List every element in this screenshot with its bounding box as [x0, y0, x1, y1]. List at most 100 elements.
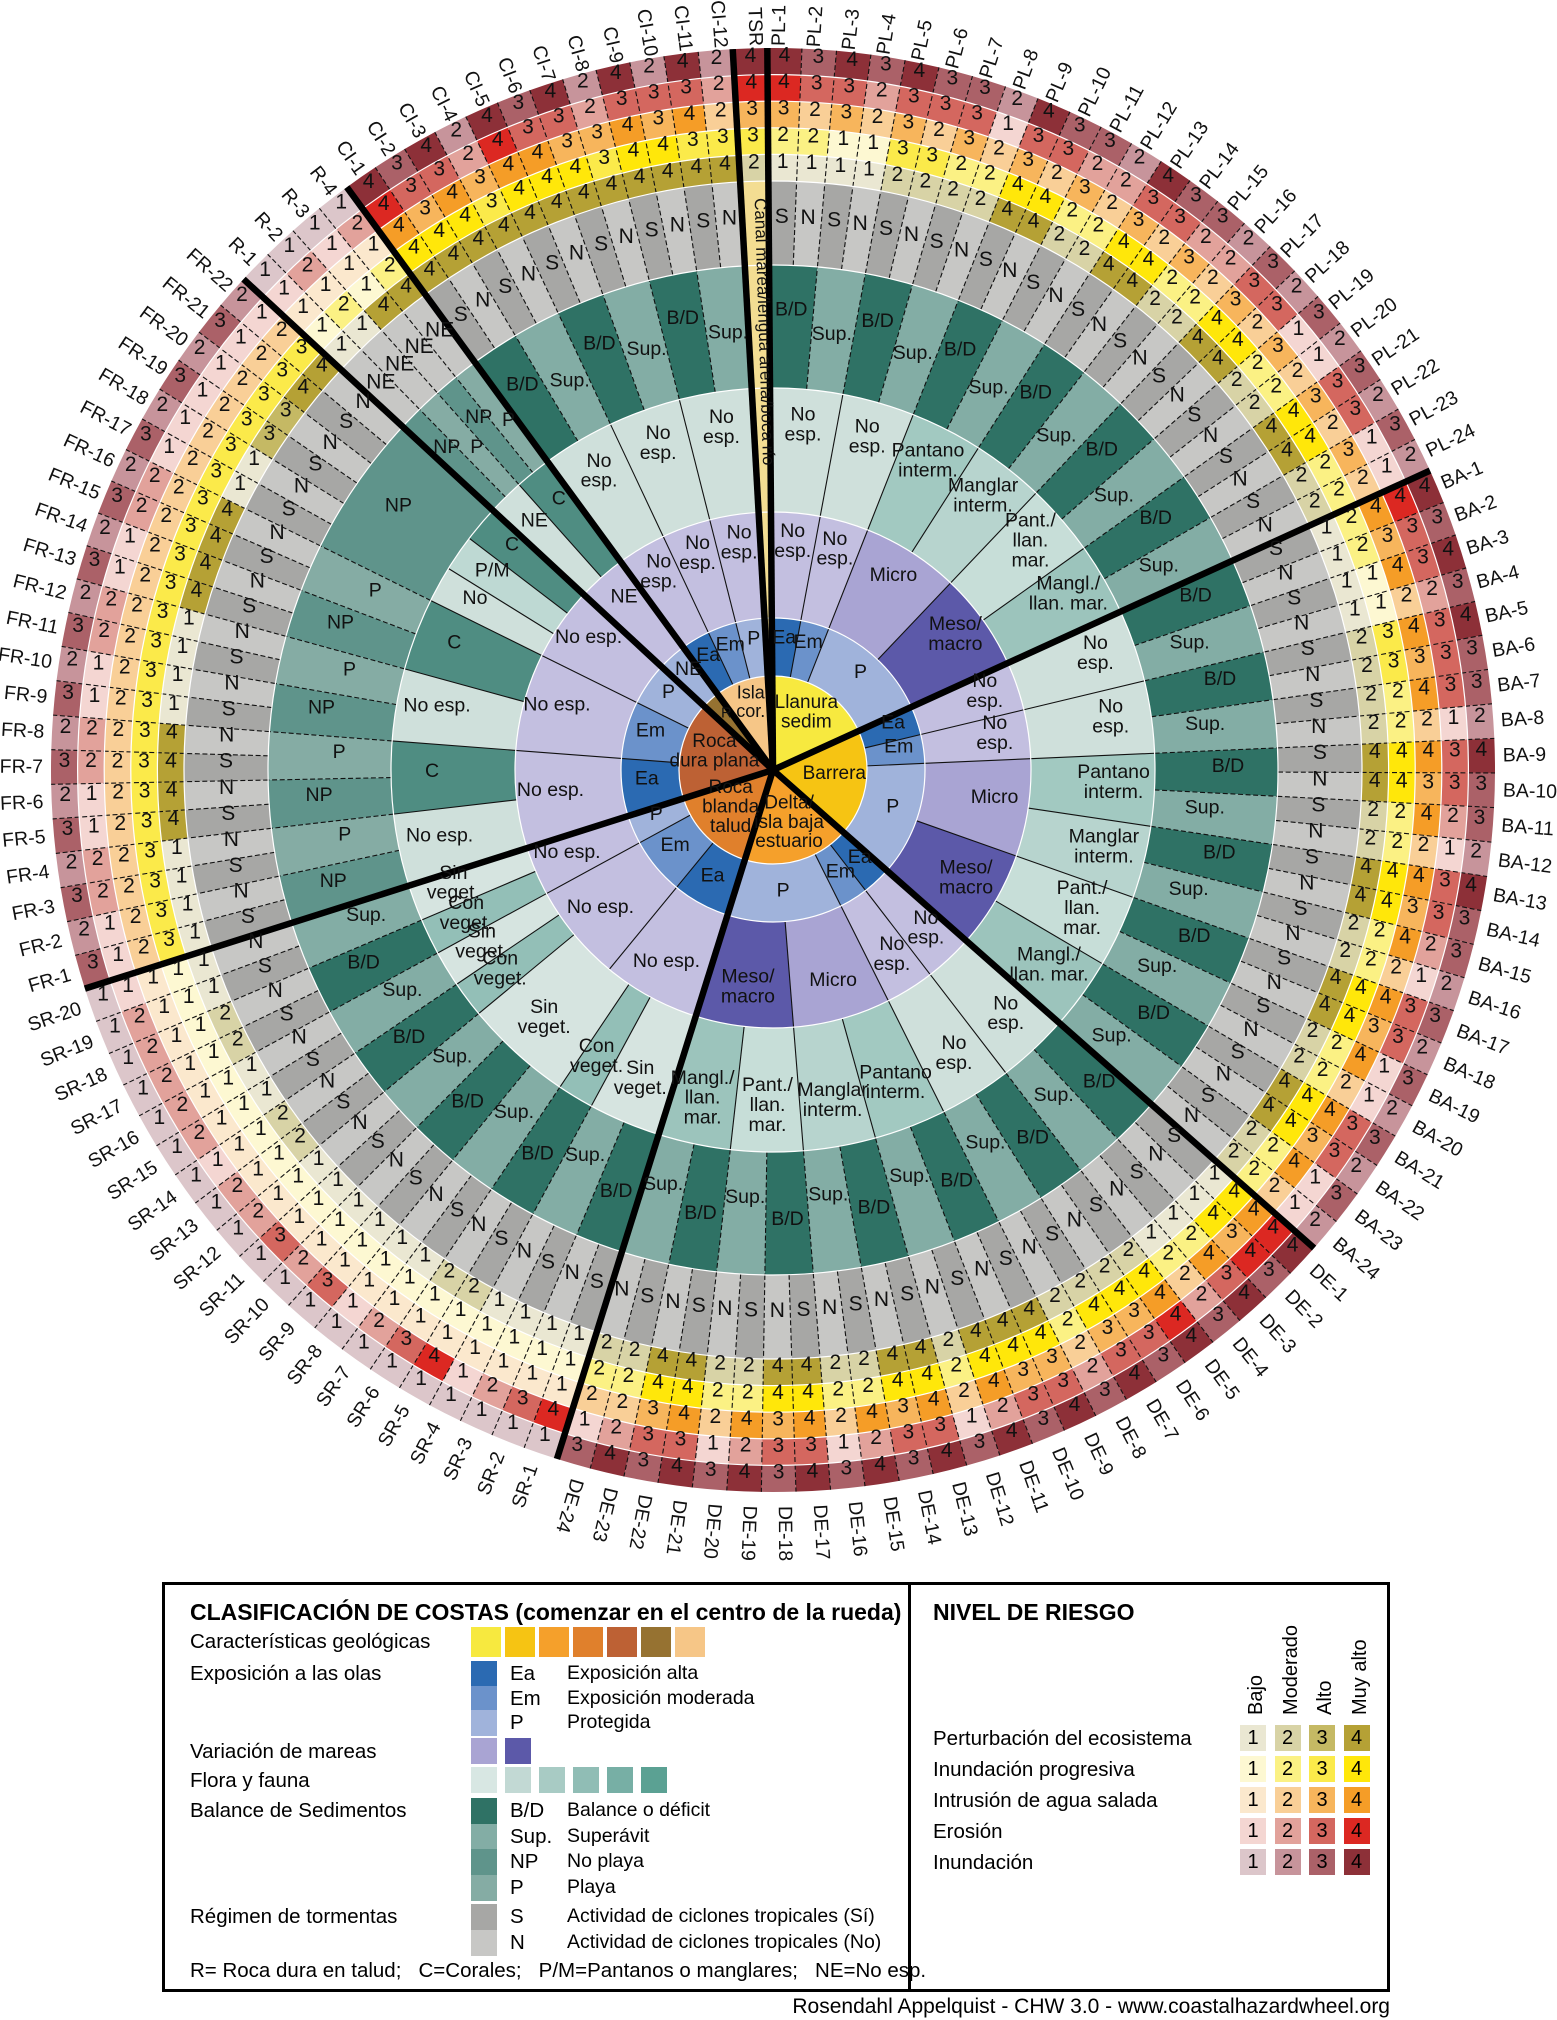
- storm-cell-CI-3: [472, 249, 537, 336]
- hazard-value-PL-13-prog: 4: [1118, 230, 1130, 253]
- code-label-BA-4: BA-4: [1474, 561, 1522, 593]
- hazard-value-FR-16-prog: 3: [197, 486, 209, 509]
- tide-divider-DE-3: [784, 921, 795, 1028]
- spoke-line-BA-17: [1248, 937, 1454, 1012]
- hazard-value-PL-6-eros: 3: [940, 92, 952, 115]
- hazard-value-PL-4-eco: 1: [863, 158, 875, 181]
- hazard-value-FR-22-eco: 4: [316, 353, 328, 376]
- flora-cell-DE-5: [658, 1016, 745, 1150]
- hazard-cell-PL-1-inund: [767, 47, 802, 76]
- code-label-SR-4: SR-4: [406, 1418, 446, 1468]
- hazard-cell-CI-5-intr: [488, 151, 528, 189]
- hazard-value-PL-24-inund: 2: [1405, 443, 1417, 466]
- spoke-line-SR-6: [399, 1201, 513, 1389]
- hazard-value-FR-9-eros: 1: [89, 684, 101, 707]
- tide-label-BA-2: Micro: [971, 786, 1019, 808]
- flora-cell-PL-0: [770, 387, 843, 517]
- sediment-label-DE-11: Sup.: [643, 1173, 683, 1195]
- code-label-DE-22: DE-22: [624, 1493, 656, 1551]
- sediment-label-PL-9: Sup.: [1094, 484, 1134, 506]
- hazard-value-BA-19-eco: 2: [1307, 1019, 1319, 1042]
- hazard-value-DE-1-eros: 4: [1267, 1216, 1279, 1239]
- hazard-cell-DE-13-prog: [909, 1363, 946, 1397]
- storm-label-CI-4: N: [521, 263, 536, 286]
- storm-label-SR-12: N: [352, 1111, 367, 1134]
- spoke-line-FR-4: [60, 851, 275, 889]
- credit-line: Rosendahl Appelquist - CHW 3.0 - www.coa…: [792, 1995, 1390, 2018]
- storm-label-FR-11: S: [229, 645, 243, 668]
- hazard-value-BA-20-inund: 2: [1386, 1096, 1398, 1119]
- hazard-value-BA-7-inund: 3: [1471, 670, 1483, 693]
- tide-cell-DE-1: [840, 890, 931, 1001]
- hazard-value-SR-4-inund: 1: [445, 1383, 457, 1406]
- hazard-cell-DE-24-inund: [556, 1433, 597, 1469]
- storm-label-FR-14: N: [250, 570, 265, 593]
- hazard-value-BA-14-prog: 4: [1381, 889, 1393, 912]
- storm-cell-SR-4: [492, 1214, 555, 1301]
- sediment-cell-CI-1: [515, 313, 611, 442]
- spoke-line-FR-8: [51, 749, 269, 757]
- hazard-cell-TSR-prog: [737, 127, 769, 156]
- hazard-cell-SR-11-eros: [259, 1220, 301, 1263]
- sediment-label-PL-5: Sup.: [968, 376, 1008, 398]
- hazard-cell-SR-1-inund: [524, 1422, 565, 1459]
- hazard-value-DE-5-eco: 2: [1122, 1238, 1134, 1261]
- hazard-cell-DE-12-eros: [952, 1404, 992, 1440]
- hazard-cell-PL-19-intr: [1257, 331, 1299, 373]
- hazard-value-DE-7-eros: 3: [1115, 1339, 1127, 1362]
- wave-divider-SR-1: [676, 842, 714, 888]
- spoke-line-BA-14: [1268, 867, 1482, 912]
- hazard-cell-CI-12-eros: [700, 75, 736, 105]
- hazard-cell-BA-5-intr: [1397, 613, 1431, 651]
- hazard-cell-PL-10-eco: [1015, 208, 1053, 246]
- tide-label-FR-2: No esp.: [555, 626, 622, 648]
- spoke-line-SR-10: [288, 1144, 435, 1306]
- hazard-value-PL-13-intr: 3: [1133, 208, 1145, 231]
- hazard-value-DE-19-intr: 4: [741, 1407, 753, 1430]
- hazard-value-DE-6-eros: 3: [1143, 1321, 1155, 1344]
- wave-label-SR-2: P: [650, 803, 663, 825]
- hazard-cell-DE-7-inund: [1113, 1359, 1157, 1400]
- flora-divider-PL-5: [982, 547, 1085, 621]
- wave-label-R-0: NE: [675, 658, 702, 680]
- hazard-cell-FR-11-eco: [166, 635, 199, 670]
- tide-cell-FR-1: [515, 655, 637, 759]
- hazard-cell-BA-7-inund: [1461, 669, 1492, 707]
- flora-label-DE-0: No esp.: [987, 992, 1024, 1034]
- hazard-cell-R-2-inund: [267, 230, 311, 274]
- storm-label-DE-24: N: [614, 1278, 629, 1301]
- tide-cell-BA-0: [911, 663, 1024, 735]
- flora-label-CI-1: No esp.: [640, 422, 677, 464]
- hazard-cell-SR-2-eros: [502, 1386, 543, 1423]
- legend-wave-desc-Em: Exposición moderada: [567, 1686, 755, 1709]
- hazard-cell-BA-6-inund: [1456, 635, 1488, 674]
- wave-cell-SR-0: [676, 842, 745, 916]
- hazard-cell-DE-12-intr: [945, 1379, 984, 1415]
- hazard-cell-FR-2-inund: [67, 916, 101, 956]
- hazard-cell-FR-9-eros: [79, 683, 110, 720]
- hazard-cell-SR-4-eco: [480, 1288, 518, 1325]
- hazard-cell-PL-9-eco: [989, 197, 1027, 234]
- storm-label-PL-18: N: [1170, 383, 1185, 406]
- hazard-value-DE-24-eros: 1: [579, 1407, 591, 1430]
- hazard-cell-FR-19-intr: [204, 390, 245, 432]
- hazard-cell-DE-23-inund: [590, 1442, 630, 1477]
- storm-cell-PL-3: [817, 183, 853, 270]
- hazard-cell-CI-8-eros: [570, 95, 610, 131]
- sediment-divider-R-1: [419, 408, 507, 498]
- sediment-label-FR-6: NP: [327, 612, 354, 634]
- sediment-label-SR-9: Sup.: [346, 904, 386, 926]
- storm-label-DE-13: S: [900, 1282, 914, 1305]
- sediment-divider-FR-8: [320, 545, 431, 601]
- hazard-value-FR-22-inund: 2: [236, 283, 248, 306]
- legend-sediment-swatch-3: [471, 1874, 497, 1901]
- hazard-cell-FR-11-prog: [140, 629, 173, 665]
- hazard-cell-BA-2-eco: [1320, 541, 1356, 579]
- hazard-value-BA-4-inund: 3: [1452, 570, 1464, 593]
- hazard-value-FR-18-intr: 2: [202, 420, 214, 443]
- storm-cell-PL-22: [1197, 451, 1284, 518]
- hazard-value-PL-18-inund: 2: [1291, 275, 1303, 298]
- storm-cell-PL-12: [1023, 258, 1090, 345]
- legend-risk-box: NIVEL DE RIESGO Bajo Moderado Alto Muy alto P…: [911, 1582, 1390, 1992]
- group-boundary-TSR: [729, 48, 777, 771]
